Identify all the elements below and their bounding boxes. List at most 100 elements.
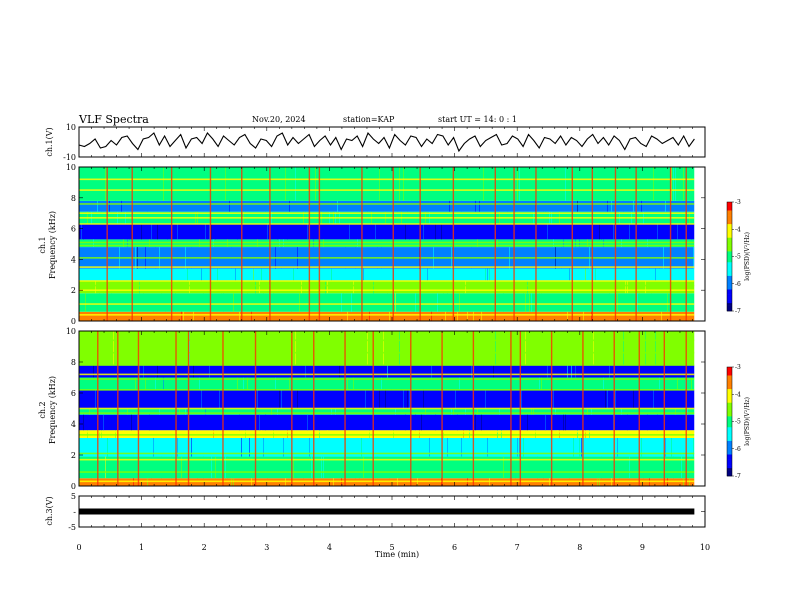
ch2-spectrogram-texture xyxy=(107,437,108,457)
ch2-spectrogram-texture xyxy=(339,365,340,378)
ch1-spectrogram-texture xyxy=(205,223,206,240)
ch2-spectrogram-texture xyxy=(247,377,248,390)
ch1-spectrogram-texture xyxy=(459,293,460,312)
ch2-spec-y-label-line2: Frequency (kHz) xyxy=(48,376,57,444)
ch2-spectrogram-texture xyxy=(481,414,482,431)
ch2-spectrogram-texture xyxy=(113,331,114,366)
ch1-spectrogram-texture xyxy=(655,268,656,281)
colorbar-swatch xyxy=(727,202,732,206)
ch1-spectrogram-texture xyxy=(473,311,474,321)
colorbar-swatch xyxy=(727,302,732,306)
ch1-spectrogram-texture xyxy=(315,167,316,201)
ch2-spectrogram-texture xyxy=(375,365,376,378)
ch1-spec-y-label-line2: Frequency (kHz) xyxy=(48,211,57,279)
colorbar-swatch xyxy=(727,437,732,441)
ch1-spectrogram-tone xyxy=(79,217,695,219)
ch2-spectrogram-band xyxy=(79,365,695,378)
ch2-spectrogram-image xyxy=(79,331,695,486)
ch2-spectrogram-texture xyxy=(421,414,422,431)
ch2-spectrogram-texture xyxy=(657,414,658,431)
ch1-spectrogram-texture xyxy=(221,280,222,294)
ch1-spectrogram-texture xyxy=(379,167,380,201)
ch2-spectrogram-texture xyxy=(323,456,324,479)
ch2-spectrogram-texture xyxy=(591,408,592,415)
ch2-spectrogram-texture xyxy=(203,456,204,479)
ch3-waveform-y-tick-label: -5 xyxy=(68,523,76,532)
ch3-waveform-panel: 5 - -5 0 1 2 3 4 5 6 7 8 9 10 xyxy=(68,492,710,552)
ch1-spectrogram-tone xyxy=(79,203,695,205)
ch1-spectrogram-texture xyxy=(363,268,364,281)
ch2-spectrogram-panel: 10 8 6 4 2 0 xyxy=(66,327,706,491)
ch2-spectrogram-texture xyxy=(527,414,528,431)
colorbar-swatch xyxy=(727,237,732,241)
ch2-spectrogram-texture xyxy=(409,389,410,409)
time-axis-tick-label: 10 xyxy=(700,543,710,552)
ch1-spectrogram-texture xyxy=(113,268,114,281)
ch2-spectrogram-texture xyxy=(595,377,596,390)
ch2-spectrogram-texture xyxy=(593,331,594,366)
ch1-spectrogram-texture xyxy=(463,280,464,294)
ch1-spectrogram-texture xyxy=(571,268,572,281)
ch2-spectrogram-texture xyxy=(199,377,200,390)
ch2-spectrogram-texture xyxy=(605,389,606,409)
ch1-spectrogram-texture xyxy=(147,200,148,212)
ch2-spectrogram-texture xyxy=(391,389,392,409)
ch2-spectrogram-texture xyxy=(645,331,646,366)
ch1-spectrogram-texture xyxy=(591,311,592,321)
ch1-spectrogram-texture xyxy=(341,293,342,312)
ch1-spectrogram-texture xyxy=(253,268,254,281)
ch1-spectrogram-texture xyxy=(413,311,414,321)
ch2-spectrogram-texture xyxy=(271,408,272,415)
ch1-spectrogram-texture xyxy=(431,311,432,321)
ch1-spectrogram-texture xyxy=(163,167,164,201)
ch2-spectrogram-texture xyxy=(275,377,276,390)
ch1-spectrogram-spike xyxy=(241,167,243,321)
ch1-spectrogram-texture xyxy=(489,268,490,281)
ch1-spectrogram-texture xyxy=(501,268,502,281)
colorbar-tick-label: -4 xyxy=(735,391,741,398)
ch1-spectrogram-texture xyxy=(529,293,530,312)
ch1-spectrogram-y-tick-label: 2 xyxy=(71,286,76,295)
ch1-spectrogram-texture xyxy=(405,223,406,240)
ch1-spectrogram-texture xyxy=(651,280,652,294)
ch2-spectrogram-spike xyxy=(175,331,177,486)
colorbar-swatch xyxy=(727,305,732,309)
ch1-spectrogram-texture xyxy=(671,167,672,201)
ch2-spectrogram-texture xyxy=(125,437,126,457)
ch1-spectrogram-band xyxy=(79,311,695,321)
ch2-spectrogram-texture xyxy=(437,377,438,390)
ch1-spectrogram-texture xyxy=(523,280,524,294)
ch2-spectrogram-texture xyxy=(299,389,300,409)
ch1-spectrogram-texture xyxy=(627,280,628,294)
ch2-spectrogram-texture xyxy=(659,377,660,390)
ch2-spectrogram-tone xyxy=(79,458,695,461)
ch2-spectrogram-texture xyxy=(539,377,540,390)
ch1-spectrogram-texture xyxy=(157,223,158,240)
ch2-spectrogram-texture xyxy=(149,414,150,431)
colorbar-swatch xyxy=(727,297,732,301)
ch1-spectrogram-band xyxy=(79,200,695,212)
ch1-spectrogram-y-tick-label: 0 xyxy=(71,317,76,326)
ch1-y-label: ch.1(V) xyxy=(45,127,54,156)
ch2-spectrogram-band xyxy=(79,437,695,457)
colorbar-swatch xyxy=(727,459,732,463)
colorbar-swatch xyxy=(727,229,732,233)
colorbar-swatch xyxy=(727,289,732,293)
ch1-spectrogram-texture xyxy=(481,311,482,321)
ch1-spectrogram-texture xyxy=(503,293,504,312)
ch1-waveform-panel: 10 -10 xyxy=(63,123,706,162)
ch2-spectrogram-y-tick-label: 6 xyxy=(71,389,76,398)
colorbar-swatch xyxy=(727,212,732,216)
ch2-spectrogram-texture xyxy=(307,414,308,431)
ch1-spectrogram-texture xyxy=(415,293,416,312)
colorbar-swatch xyxy=(727,264,732,268)
colorbar-swatch xyxy=(727,462,732,466)
colorbar-swatch xyxy=(727,467,732,471)
ch2-spectrogram-texture xyxy=(617,437,618,457)
ch1-spectrogram-band xyxy=(79,223,695,240)
ch2-spectrogram-texture xyxy=(435,414,436,431)
ch2-spectrogram-texture xyxy=(159,408,160,415)
colorbar-swatch xyxy=(727,446,732,450)
colorbar-swatch xyxy=(727,429,732,433)
